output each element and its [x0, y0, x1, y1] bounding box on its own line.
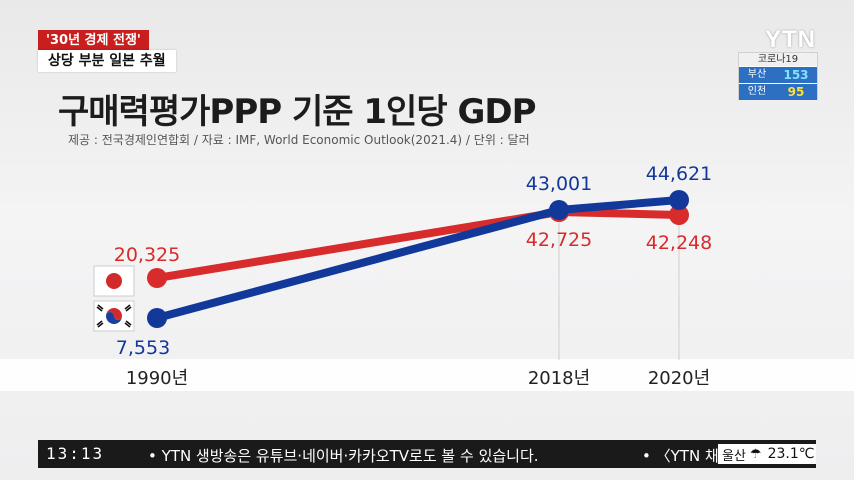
data-point	[147, 268, 167, 288]
covid-title: 코로나19	[739, 53, 817, 66]
data-label: 44,621	[646, 163, 712, 185]
data-label: 43,001	[526, 173, 592, 195]
chart-source: 제공 : 전국경제인연합회 / 자료 : IMF, World Economic…	[68, 133, 530, 147]
weather-city: 울산	[722, 448, 746, 464]
covid-count: 95	[787, 85, 805, 99]
weather-temp: 23.1℃	[767, 446, 815, 462]
series-line-korea	[155, 196, 680, 322]
clock: 13:13	[46, 444, 105, 463]
chart-title: 구매력평가PPP 기준 1인당 GDP	[58, 92, 536, 132]
x-tick-label: 2020년	[648, 368, 710, 389]
data-point	[669, 205, 689, 225]
news-ticker: 13:13 • YTN 생방송은 유튜브·네이버·카카오TV로도 볼 수 있습니…	[38, 440, 816, 468]
data-label: 42,725	[526, 229, 592, 251]
umbrella-icon: ☂	[749, 446, 762, 462]
japan-flag	[93, 265, 135, 297]
headline-badge: 상당 부분 일본 추월	[38, 50, 176, 72]
data-point	[669, 190, 689, 210]
covid-row: 인천 95	[739, 83, 817, 100]
covid-count: 153	[783, 68, 809, 82]
series-badge: '30년 경제 전쟁'	[38, 30, 149, 52]
covid-row: 부산 153	[739, 66, 817, 83]
ticker-next: • 〈YTN 채	[642, 447, 719, 465]
data-point	[147, 308, 167, 328]
x-tick-label: 2018년	[528, 368, 590, 389]
data-point	[549, 200, 569, 220]
covid-city: 부산	[747, 69, 767, 80]
x-axis-band	[0, 359, 854, 391]
ticker-text: • YTN 생방송은 유튜브·네이버·카카오TV로도 볼 수 있습니다.	[148, 447, 539, 465]
data-label: 20,325	[114, 244, 180, 266]
ytn-logo: YTN	[765, 26, 816, 53]
weather-box: 울산 ☂ 23.1℃	[718, 444, 816, 464]
data-label: 7,553	[116, 337, 170, 359]
covid-city: 인천	[747, 86, 767, 97]
korea-flag	[93, 300, 135, 332]
x-tick-label: 1990년	[126, 368, 188, 389]
covid-box: 코로나19 부산 153 인천 95	[738, 52, 818, 100]
data-label: 42,248	[646, 232, 712, 254]
